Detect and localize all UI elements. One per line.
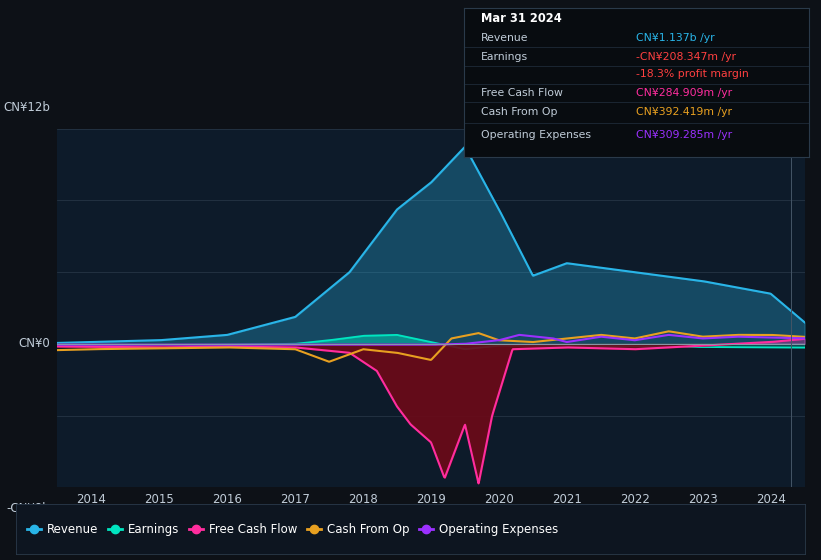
Text: CN¥392.419m /yr: CN¥392.419m /yr [636,108,732,117]
Text: -CN¥8b: -CN¥8b [7,502,50,515]
Text: Free Cash Flow: Free Cash Flow [481,88,563,98]
Text: -CN¥208.347m /yr: -CN¥208.347m /yr [636,53,736,62]
Text: Revenue: Revenue [481,33,529,43]
Text: CN¥284.909m /yr: CN¥284.909m /yr [636,88,732,98]
Text: CN¥1.137b /yr: CN¥1.137b /yr [636,33,715,43]
Text: -18.3% profit margin: -18.3% profit margin [636,69,749,79]
Text: Mar 31 2024: Mar 31 2024 [481,12,562,25]
Text: Operating Expenses: Operating Expenses [481,129,591,139]
Text: CN¥12b: CN¥12b [3,101,50,114]
Text: Earnings: Earnings [481,53,528,62]
Text: CN¥0: CN¥0 [18,337,50,351]
Legend: Revenue, Earnings, Free Cash Flow, Cash From Op, Operating Expenses: Revenue, Earnings, Free Cash Flow, Cash … [22,518,562,540]
Text: Cash From Op: Cash From Op [481,108,557,117]
Text: CN¥309.285m /yr: CN¥309.285m /yr [636,129,732,139]
